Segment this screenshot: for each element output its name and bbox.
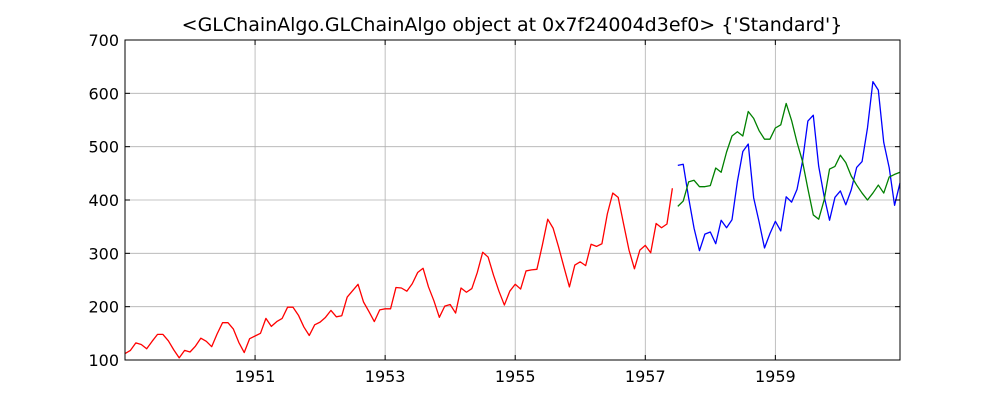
chart-title: <GLChainAlgo.GLChainAlgo object at 0x7f2…	[182, 14, 843, 36]
gridlines	[125, 39, 900, 361]
x-tick-labels: 1951 1953 1955 1957 1959	[235, 367, 796, 386]
y-tick-label: 700	[88, 31, 119, 50]
x-tick-label: 1959	[755, 367, 796, 386]
series-green-line	[677, 102, 901, 220]
x-tick-label: 1951	[235, 367, 276, 386]
y-tick-label: 200	[88, 298, 119, 317]
y-tick-label: 400	[88, 191, 119, 210]
series-red-line	[124, 188, 674, 359]
y-tick-label: 100	[88, 351, 119, 370]
y-tick-label: 600	[88, 84, 119, 103]
y-tick-labels: 100 200 300 400 500 600 700	[88, 31, 119, 370]
axis-ticks	[125, 39, 900, 361]
y-tick-label: 500	[88, 138, 119, 157]
series-lines	[124, 80, 901, 359]
y-tick-label: 300	[88, 244, 119, 263]
series-blue-line	[677, 80, 901, 252]
x-tick-label: 1955	[495, 367, 536, 386]
x-tick-label: 1957	[625, 367, 666, 386]
x-tick-label: 1953	[365, 367, 406, 386]
